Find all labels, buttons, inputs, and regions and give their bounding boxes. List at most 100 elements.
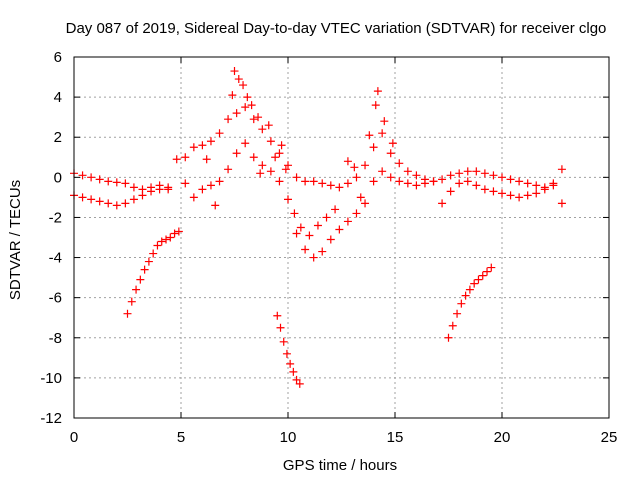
data-point: [153, 241, 162, 250]
data-point: [448, 321, 457, 330]
series-upper-track: [70, 103, 566, 194]
data-point: [276, 323, 285, 332]
grid-layer: [74, 57, 609, 418]
data-point: [112, 201, 121, 210]
data-point: [164, 183, 173, 192]
data-point: [144, 257, 153, 266]
y-tick-label: -4: [49, 250, 62, 267]
data-point: [228, 91, 237, 100]
data-point: [189, 143, 198, 152]
data-point: [480, 169, 489, 178]
data-point: [420, 179, 429, 188]
data-point: [258, 161, 267, 170]
data-point: [380, 117, 389, 126]
data-point: [465, 285, 474, 294]
data-point: [318, 247, 327, 256]
data-point: [403, 167, 412, 176]
data-point: [95, 197, 104, 206]
data-point: [112, 178, 121, 187]
data-point: [369, 143, 378, 152]
data-point: [234, 75, 243, 84]
data-point: [254, 113, 263, 122]
data-point: [155, 185, 164, 194]
data-point: [129, 183, 138, 192]
data-point: [256, 169, 265, 178]
data-point: [249, 115, 258, 124]
data-point: [249, 153, 258, 162]
data-point: [198, 185, 207, 194]
data-point: [352, 173, 361, 182]
data-point: [264, 121, 273, 130]
data-point: [474, 275, 483, 284]
data-point: [318, 179, 327, 188]
data-point: [378, 167, 387, 176]
data-point: [313, 221, 322, 230]
data-point: [326, 235, 335, 244]
series-scattered-peaks: [202, 67, 397, 240]
data-point: [224, 115, 233, 124]
data-point: [470, 279, 479, 288]
data-point: [489, 187, 498, 196]
data-point: [211, 201, 220, 210]
data-point: [286, 359, 295, 368]
data-point: [162, 235, 171, 244]
data-point: [215, 177, 224, 186]
data-point: [322, 213, 331, 222]
data-point: [523, 191, 532, 200]
data-point: [78, 171, 87, 180]
data-point: [289, 367, 298, 376]
data-point: [343, 179, 352, 188]
data-point: [282, 349, 291, 358]
data-point: [463, 177, 472, 186]
data-point: [472, 181, 481, 190]
data-point: [331, 205, 340, 214]
data-point: [170, 229, 179, 238]
y-tick-label: 6: [54, 49, 62, 66]
y-tick-label: -6: [49, 290, 62, 307]
chart-title: Day 087 of 2019, Sidereal Day-to-day VTE…: [66, 20, 607, 37]
data-point: [438, 175, 447, 184]
data-point: [104, 199, 113, 208]
x-tick-label: 0: [70, 429, 78, 446]
data-point: [356, 193, 365, 202]
y-tick-label: 2: [54, 129, 62, 146]
data-point: [279, 337, 288, 346]
data-point: [532, 181, 541, 190]
data-point: [258, 125, 267, 134]
data-point: [284, 195, 292, 204]
data-point: [371, 101, 380, 110]
data-point: [412, 171, 421, 180]
data-point: [166, 233, 175, 242]
data-point: [172, 155, 181, 164]
data-point: [174, 227, 183, 236]
data-point: [438, 199, 447, 208]
data-point: [189, 193, 198, 202]
data-point: [369, 177, 378, 186]
data-point: [202, 155, 211, 164]
data-point: [87, 173, 96, 182]
data-point: [388, 139, 397, 148]
data-point: [453, 309, 462, 318]
data-point: [361, 161, 370, 170]
data-point: [395, 177, 404, 186]
y-tick-label: 4: [54, 89, 62, 106]
data-point: [95, 175, 104, 184]
data-point: [446, 171, 455, 180]
data-point: [301, 177, 310, 186]
data-point: [532, 189, 541, 198]
data-point: [395, 159, 404, 168]
data-point: [275, 177, 284, 186]
y-axis-label: SDTVAR / TECUs: [7, 180, 24, 300]
data-point: [455, 169, 464, 178]
data-point: [515, 177, 524, 186]
data-point: [461, 291, 470, 300]
x-axis-label: GPS time / hours: [283, 457, 397, 474]
axes-layer: 0 5 10 15 20 25 -12 -10 -8 -6 -4 -2 0 2 4 6: [40, 49, 617, 446]
data-point: [463, 167, 472, 176]
data-point: [455, 179, 464, 188]
y-tick-label: 0: [54, 169, 62, 186]
data-point: [487, 263, 496, 272]
data-point: [296, 223, 305, 232]
plot-frame: [73, 56, 610, 419]
